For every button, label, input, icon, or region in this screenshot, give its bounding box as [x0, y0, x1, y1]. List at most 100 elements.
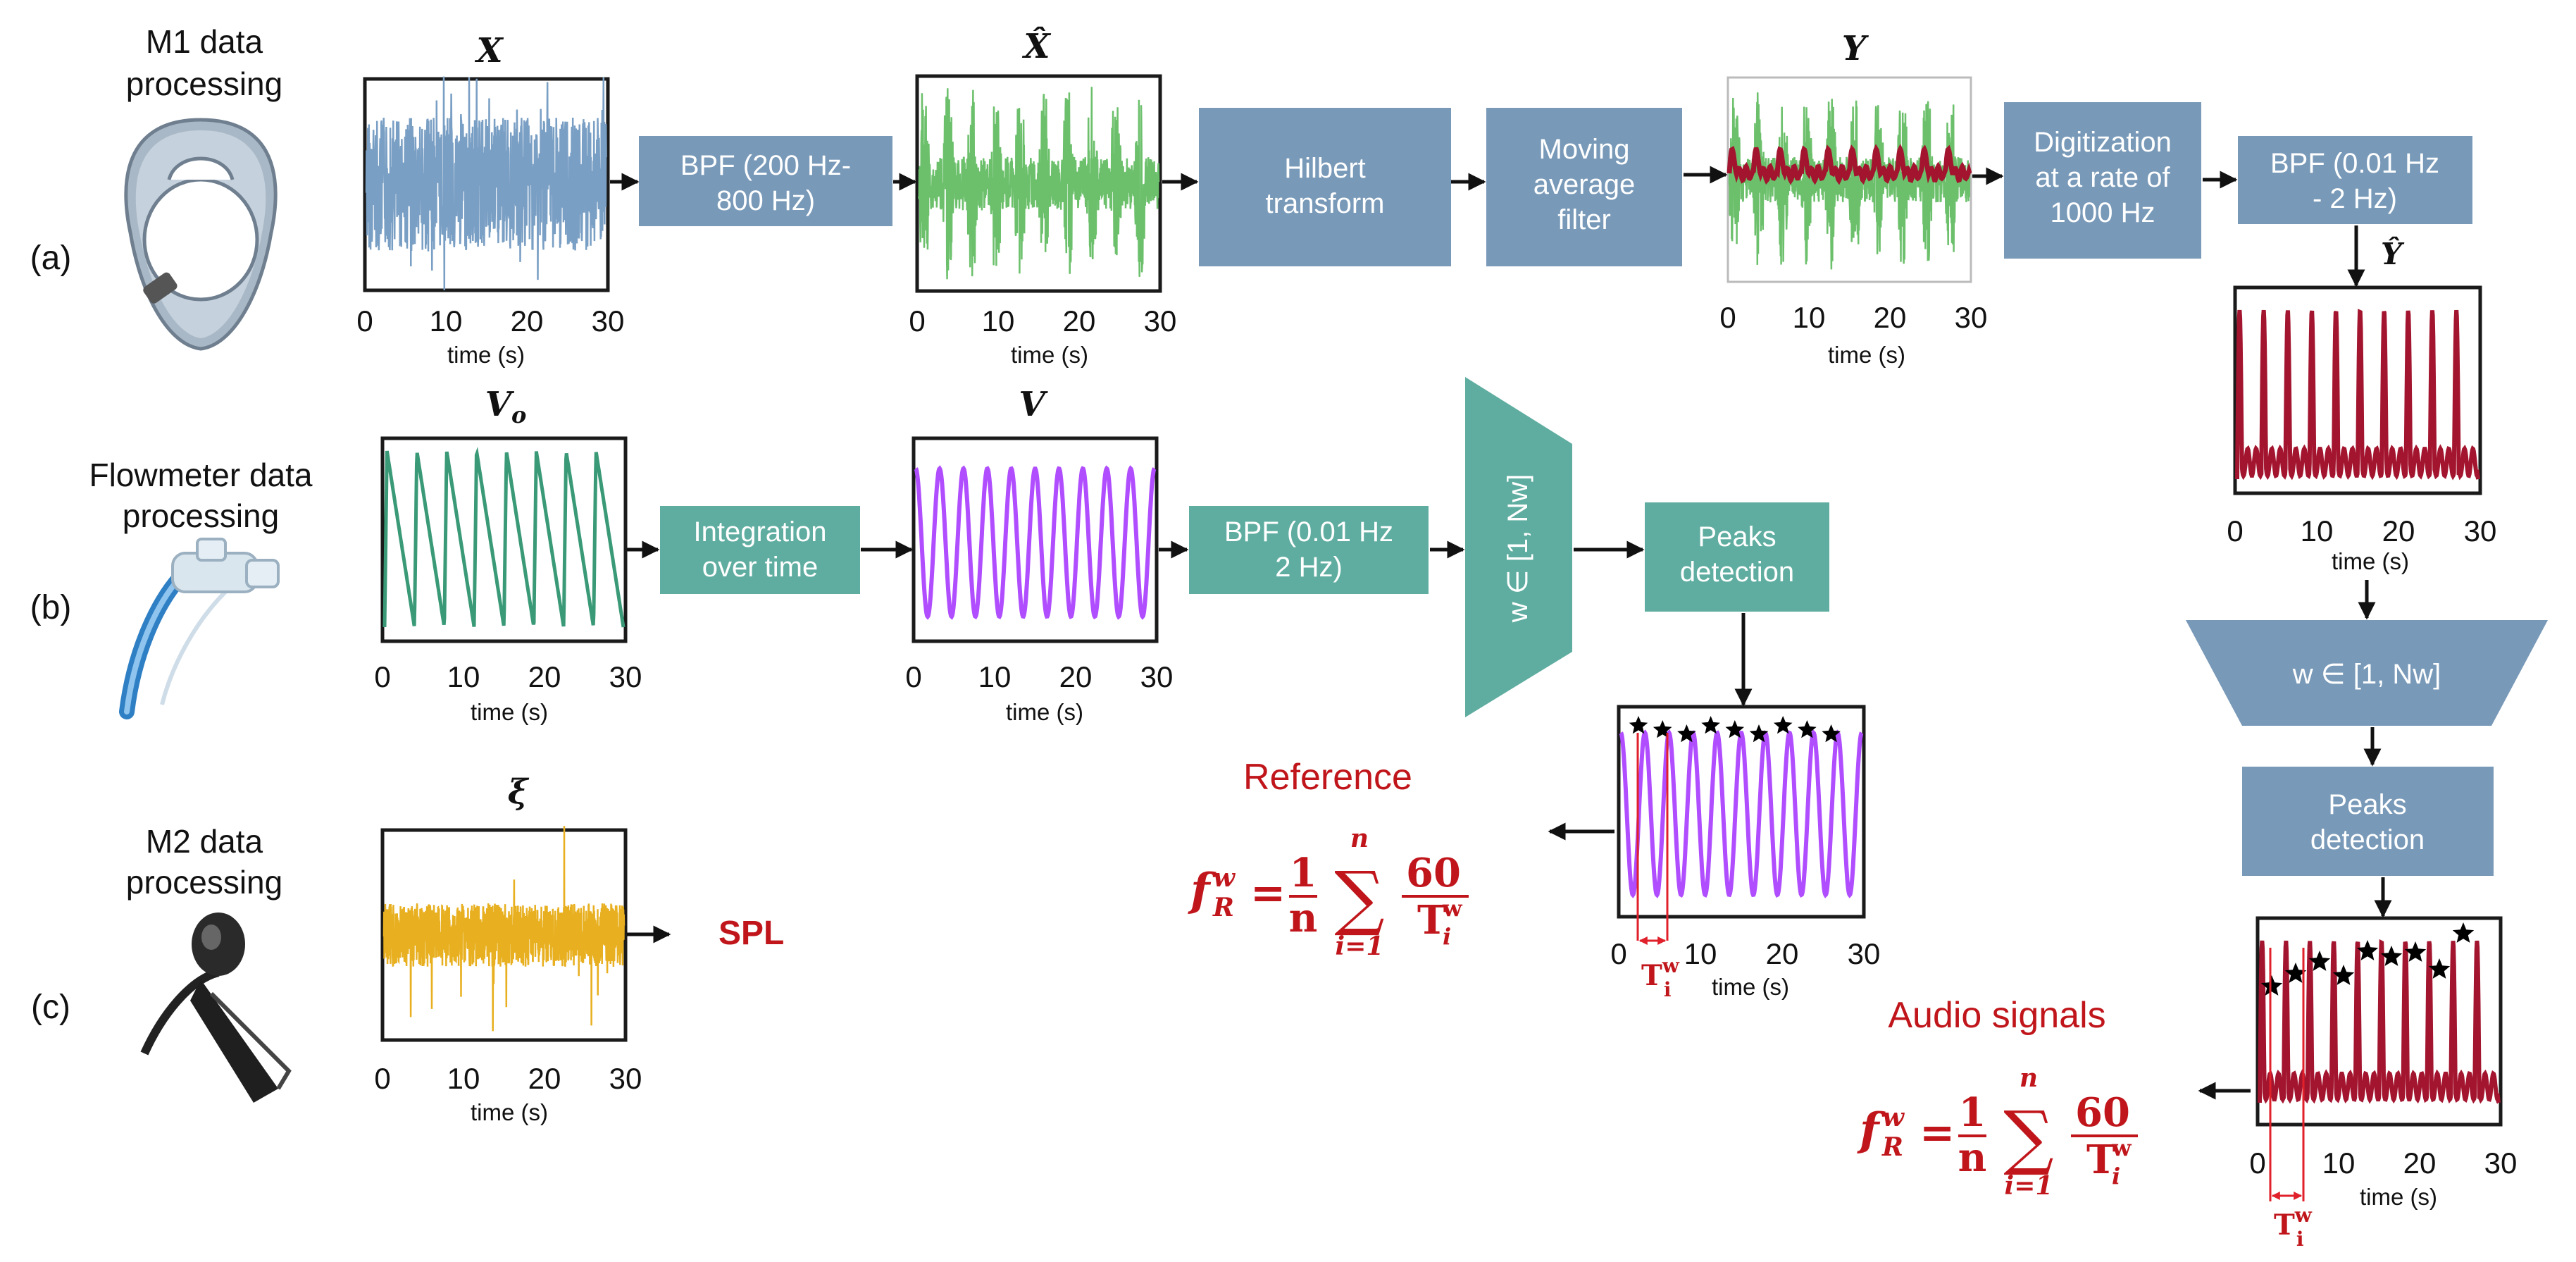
svg-text:10: 10	[982, 304, 1015, 338]
svg-text:10: 10	[1793, 301, 1826, 334]
microphone-device-illustration	[140, 913, 292, 1103]
plot-xi-axis: 0 10 20 30 time (s)	[374, 1062, 642, 1125]
peak-marker	[2380, 946, 2403, 966]
plot-x-axis: 0 10 20 30 time (s)	[356, 304, 624, 368]
svg-text:1000 Hz: 1000 Hz	[2051, 197, 2155, 228]
svg-text:processing: processing	[126, 66, 282, 102]
svg-text:30: 30	[1955, 301, 1988, 334]
svg-text:f: f	[1188, 864, 1217, 917]
svg-text:n: n	[1350, 824, 1369, 853]
plot-y-axis: 0 10 20 30 time (s)	[1719, 301, 1987, 368]
block-peaks-detection-b: Peaks detection	[1645, 502, 1829, 612]
plot-vo	[380, 436, 628, 643]
svg-text:30: 30	[592, 304, 625, 338]
svg-text:10: 10	[2301, 514, 2334, 548]
svg-text:0: 0	[1719, 301, 1736, 334]
svg-text:n: n	[2020, 1063, 2038, 1093]
peak-marker	[1677, 724, 1696, 743]
svg-text:detection: detection	[2310, 824, 2425, 855]
peak-marker	[2452, 922, 2475, 943]
svg-text:10: 10	[447, 660, 480, 693]
svg-text:Moving: Moving	[1539, 134, 1630, 165]
block-bpf-200-800: BPF (200 Hz- 800 Hz)	[639, 136, 892, 226]
svg-text:800 Hz): 800 Hz)	[716, 185, 815, 216]
svg-text:10: 10	[1684, 937, 1717, 970]
svg-text:30: 30	[2484, 1146, 2518, 1180]
svg-text:10: 10	[2322, 1146, 2356, 1180]
svg-text:20: 20	[1766, 937, 1799, 970]
block-moving-average-filter: Moving average filter	[1486, 108, 1682, 266]
svg-text:10: 10	[447, 1062, 480, 1095]
plot-reference-peaks-axis: 0 10 20 30 time (s)	[1610, 937, 1880, 1000]
block-window-b: w ∈ [1, Nw]	[1465, 377, 1572, 717]
svg-text:R: R	[1881, 1132, 1903, 1162]
peak-marker	[1725, 720, 1745, 738]
svg-text:T: T	[1417, 897, 1447, 944]
row-label-a: (a)	[30, 240, 72, 277]
svg-text:time (s): time (s)	[2332, 548, 2409, 574]
svg-text:0: 0	[2227, 514, 2243, 548]
peak-marker	[1773, 716, 1793, 734]
svg-text:0: 0	[356, 304, 373, 338]
svg-text:transform: transform	[1266, 188, 1385, 219]
peak-marker	[1629, 716, 1648, 734]
svg-text:detection: detection	[1680, 557, 1794, 588]
svg-text:0: 0	[909, 304, 925, 338]
block-bpf-0.01-2-b: BPF (0.01 Hz 2 Hz)	[1189, 506, 1429, 594]
svg-text:i: i	[2112, 1163, 2120, 1189]
svg-text:time (s): time (s)	[471, 699, 548, 725]
plot-y	[1726, 76, 1972, 283]
block-hilbert-transform: Hilbert transform	[1199, 108, 1451, 266]
m1-section-title: M1 data processing	[126, 23, 282, 102]
plot-title-xhat: X̂	[1021, 25, 1051, 66]
peak-marker	[2428, 958, 2451, 979]
formula-audio: f w R = 1 n ∑ n i=1 60 T w i	[1857, 1063, 2138, 1201]
svg-text:n: n	[1958, 1134, 1987, 1181]
svg-text:∑: ∑	[1334, 856, 1384, 939]
peak-marker	[1701, 716, 1720, 734]
svg-text:M2 data: M2 data	[146, 823, 263, 860]
svg-text:60: 60	[1406, 850, 1461, 896]
peak-marker	[2332, 965, 2355, 985]
svg-text:0: 0	[374, 660, 390, 693]
svg-text:w ∈ [1, Nw]: w ∈ [1, Nw]	[1502, 474, 1533, 623]
svg-text:average: average	[1533, 169, 1636, 200]
svg-text:w: w	[1213, 863, 1236, 893]
svg-text:BPF (200 Hz-: BPF (200 Hz-	[680, 150, 851, 181]
plot-yhat	[2233, 285, 2482, 495]
plot-title-y: Y	[1842, 29, 1869, 68]
svg-text:Peaks: Peaks	[1698, 521, 1776, 552]
svg-text:T: T	[2086, 1137, 2116, 1183]
svg-text:time (s): time (s)	[1828, 342, 1905, 368]
block-window-a: w ∈ [1, Nw]	[2186, 620, 2548, 726]
svg-text:w ∈ [1, Nw]: w ∈ [1, Nw]	[2292, 659, 2441, 690]
plot-xi	[380, 826, 628, 1042]
peak-marker	[2260, 975, 2283, 996]
svg-text:=: =	[1919, 1108, 1955, 1158]
svg-text:30: 30	[1848, 937, 1881, 970]
plot-vo-axis: 0 10 20 30 time (s)	[374, 660, 642, 725]
svg-text:i=1: i=1	[1336, 932, 1384, 961]
svg-text:time (s): time (s)	[1006, 699, 1083, 725]
m2-section-title: M2 data processing	[126, 823, 282, 901]
svg-text:f: f	[1857, 1103, 1886, 1156]
block-bpf-0.01-2-a: BPF (0.01 Hz - 2 Hz)	[2238, 136, 2472, 224]
svg-text:BPF (0.01 Hz: BPF (0.01 Hz	[1224, 516, 1393, 548]
svg-text:M1 data: M1 data	[146, 23, 263, 60]
peak-marker	[1749, 724, 1769, 743]
formula-reference: f w R = 1 n ∑ n i=1 60 T w i	[1188, 824, 1469, 961]
peak-marker	[2356, 940, 2379, 960]
plot-title-yhat: Ŷ	[2381, 236, 2405, 271]
svg-text:time (s): time (s)	[1011, 342, 1088, 368]
peak-marker	[1798, 720, 1817, 738]
svg-text:30: 30	[609, 660, 642, 693]
svg-text:20: 20	[1063, 304, 1096, 338]
plot-audio-peaks-axis: 0 10 20 30 time (s)	[2249, 1146, 2517, 1210]
row-label-c: (c)	[31, 989, 70, 1026]
svg-text:30: 30	[1144, 304, 1177, 338]
svg-text:2 Hz): 2 Hz)	[1275, 552, 1343, 583]
flowmeter-device-illustration	[119, 538, 280, 719]
svg-text:20: 20	[511, 304, 544, 338]
svg-text:0: 0	[374, 1062, 390, 1095]
row-label-b: (b)	[30, 589, 72, 626]
